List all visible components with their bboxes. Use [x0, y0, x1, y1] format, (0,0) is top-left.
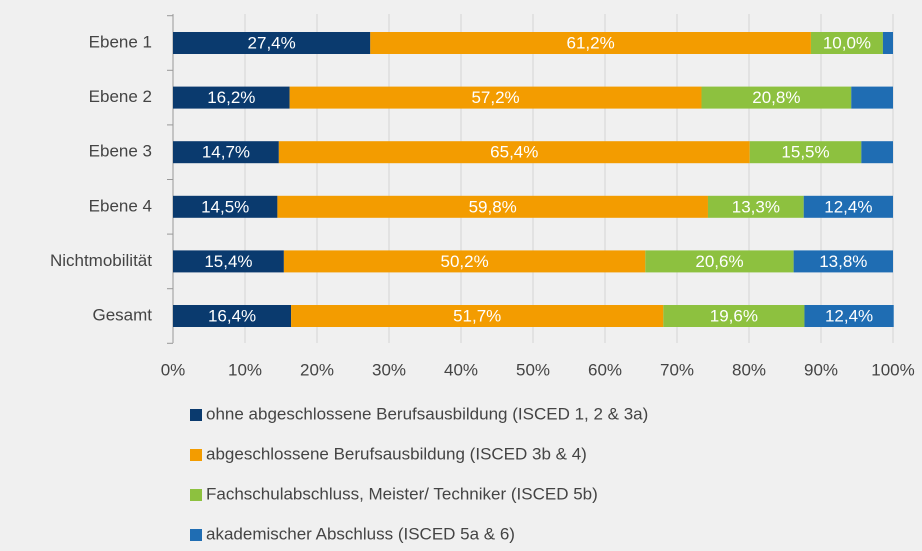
legend-label: abgeschlossene Berufsausbildung (ISCED 3…	[206, 444, 587, 463]
x-tick-label: 100%	[871, 360, 914, 379]
value-label: 57,2%	[471, 88, 519, 107]
bar-segment	[277, 195, 708, 218]
value-label: 10,0%	[823, 33, 871, 52]
x-tick-label: 0%	[161, 360, 186, 379]
legend-swatch	[190, 409, 202, 421]
value-label: 50,2%	[440, 252, 488, 271]
x-tick-label: 60%	[588, 360, 622, 379]
bar-segment	[283, 250, 646, 273]
x-tick-label: 90%	[804, 360, 838, 379]
legend-swatch	[190, 489, 202, 501]
y-tick-label: Ebene 3	[89, 142, 152, 161]
x-tick-label: 20%	[300, 360, 334, 379]
bar-segment	[173, 32, 371, 54]
value-label: 59,8%	[469, 197, 517, 216]
bar-segment	[370, 32, 811, 54]
value-label: 15,4%	[204, 252, 252, 271]
y-tick-label: Ebene 2	[89, 87, 152, 106]
value-label: 16,4%	[208, 306, 256, 325]
value-label: 19,6%	[710, 306, 758, 325]
bar-segment	[645, 250, 794, 273]
value-label: 27,4%	[248, 33, 296, 52]
bar-segment	[707, 195, 804, 218]
value-label: 14,5%	[201, 197, 249, 216]
legend-label: ohne abgeschlossene Berufsausbildung (IS…	[206, 404, 648, 423]
bar-segment	[173, 305, 292, 327]
y-tick-label: Nichtmobilität	[50, 251, 152, 270]
bar-segment	[663, 305, 805, 327]
bar-segment	[278, 141, 750, 164]
bar-segment	[289, 86, 702, 109]
legend-swatch	[190, 449, 202, 461]
value-label: 13,8%	[819, 252, 867, 271]
bar-segment	[173, 141, 279, 164]
bar-segment	[803, 195, 893, 218]
bar-segment	[793, 250, 893, 273]
y-tick-label: Gesamt	[92, 305, 152, 324]
value-label: 65,4%	[490, 143, 538, 162]
bar-segment	[173, 195, 278, 218]
x-tick-label: 50%	[516, 360, 550, 379]
value-label: 12,4%	[824, 197, 872, 216]
bar-segment	[851, 86, 893, 109]
value-label: 12,4%	[825, 306, 873, 325]
bar-segment	[861, 141, 893, 164]
x-tick-label: 10%	[228, 360, 262, 379]
x-tick-label: 80%	[732, 360, 766, 379]
value-label: 13,3%	[732, 197, 780, 216]
bar-segment	[291, 305, 664, 327]
bar-segment	[810, 32, 883, 54]
value-label: 16,2%	[207, 88, 255, 107]
value-label: 61,2%	[566, 33, 614, 52]
legend-label: akademischer Abschluss (ISCED 5a & 6)	[206, 524, 515, 543]
bar-segment	[173, 86, 290, 109]
x-tick-label: 70%	[660, 360, 694, 379]
value-label: 20,8%	[752, 88, 800, 107]
legend-swatch	[190, 529, 202, 541]
value-label: 15,5%	[781, 143, 829, 162]
value-label: 20,6%	[695, 252, 743, 271]
y-tick-label: Ebene 1	[89, 32, 152, 51]
bar-segment	[173, 250, 284, 273]
legend-label: Fachschulabschluss, Meister/ Techniker (…	[206, 484, 598, 503]
value-label: 51,7%	[453, 306, 501, 325]
y-tick-label: Ebene 4	[89, 196, 152, 215]
bar-segment	[882, 32, 893, 54]
bar-segment	[701, 86, 852, 109]
x-tick-label: 40%	[444, 360, 478, 379]
value-label: 14,7%	[202, 143, 250, 162]
bar-segment	[804, 305, 894, 327]
x-tick-label: 30%	[372, 360, 406, 379]
bar-segment	[749, 141, 862, 164]
